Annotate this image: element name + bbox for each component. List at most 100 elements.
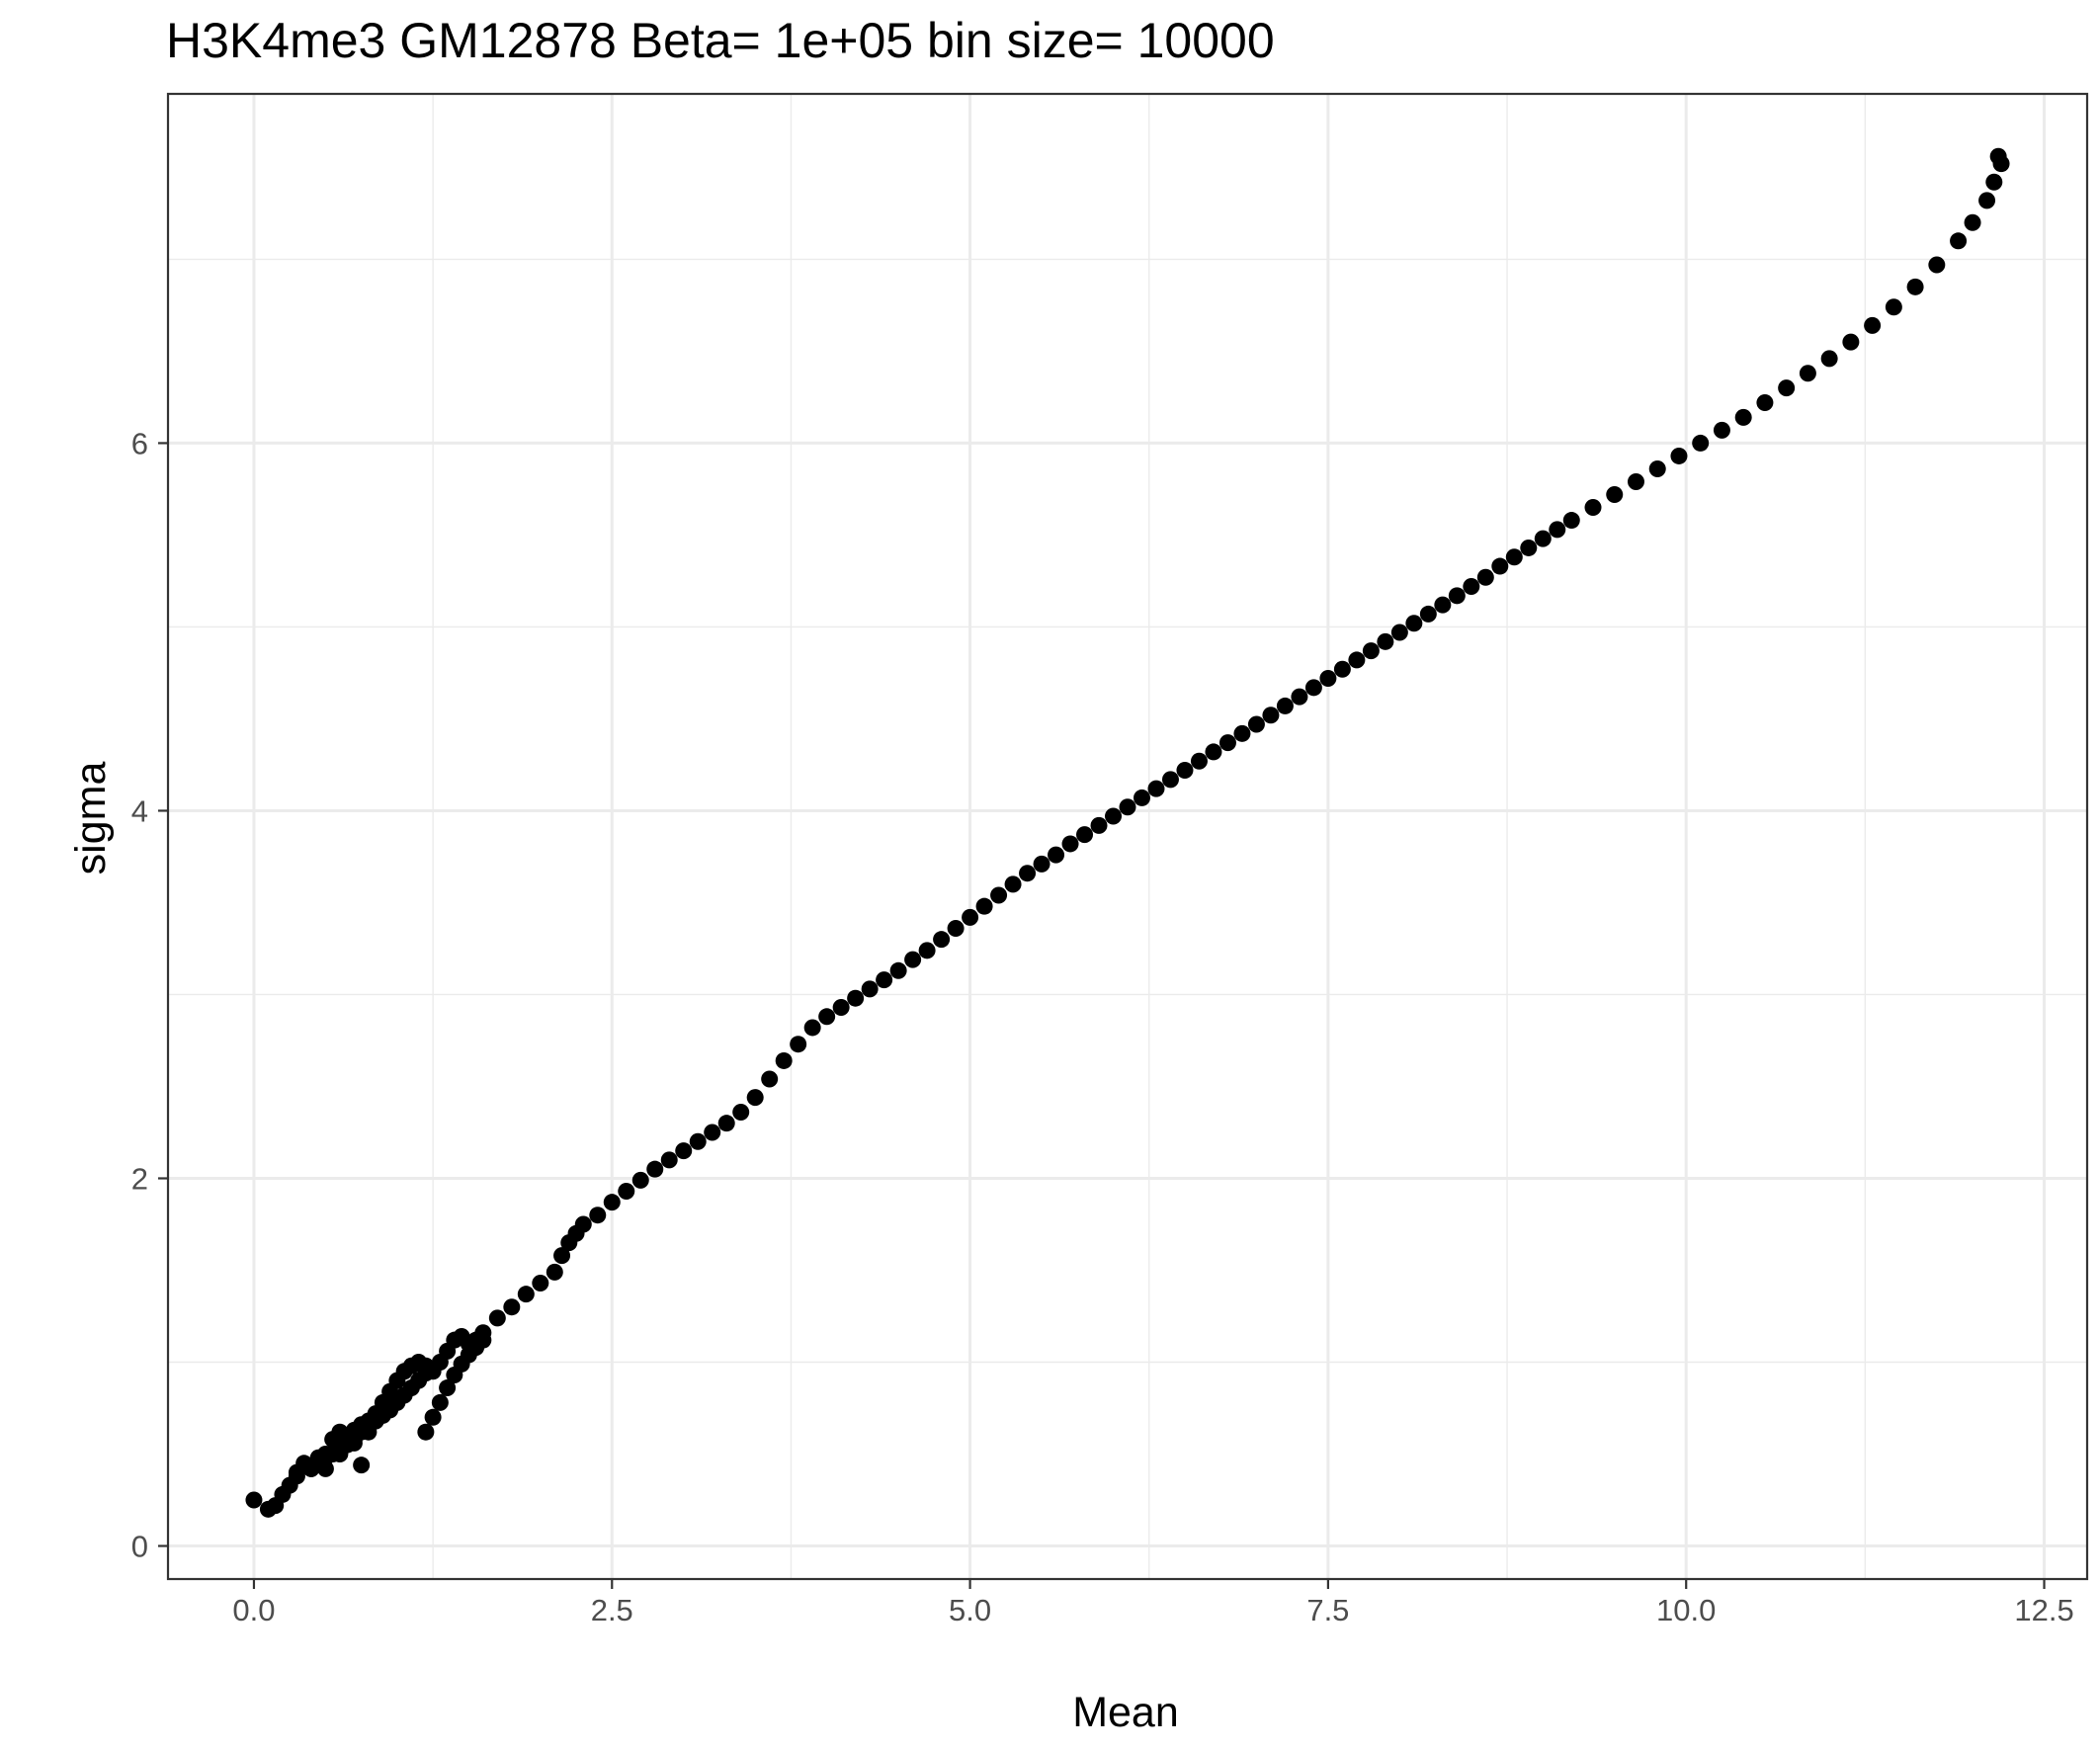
data-point — [631, 1171, 649, 1189]
data-point — [1978, 192, 1996, 209]
data-point — [245, 1491, 263, 1509]
data-point — [1820, 350, 1838, 368]
data-point — [1033, 855, 1050, 873]
data-point — [603, 1194, 621, 1211]
data-point — [876, 971, 893, 989]
data-point — [417, 1423, 435, 1441]
data-point — [1985, 173, 2003, 191]
data-point — [439, 1379, 457, 1397]
data-point — [1105, 807, 1123, 825]
data-point — [1405, 615, 1423, 632]
data-point — [1319, 670, 1337, 688]
data-point — [818, 1008, 836, 1026]
data-point — [345, 1434, 363, 1452]
data-point — [1989, 147, 2007, 165]
x-axis-title: Mean — [1072, 1689, 1179, 1736]
data-point — [1734, 408, 1752, 426]
data-point — [1276, 697, 1294, 714]
data-point — [574, 1215, 592, 1233]
data-point — [1377, 632, 1394, 650]
data-point — [1928, 256, 1946, 274]
data-point — [1333, 660, 1351, 678]
data-point — [288, 1467, 305, 1485]
x-tick-label: 2.5 — [591, 1593, 633, 1627]
data-point — [1562, 512, 1580, 530]
data-point — [532, 1275, 549, 1292]
data-point — [474, 1331, 492, 1349]
data-point — [1756, 394, 1774, 412]
data-point — [1549, 521, 1566, 539]
y-tick-label: 6 — [131, 426, 148, 460]
data-point — [331, 1446, 349, 1463]
data-point — [1799, 365, 1816, 382]
data-point — [646, 1160, 664, 1178]
data-point — [1147, 780, 1165, 797]
data-point — [503, 1298, 521, 1316]
y-axis-title: sigma — [67, 762, 115, 875]
data-point — [717, 1115, 735, 1132]
data-point — [1778, 379, 1796, 397]
data-point — [847, 989, 865, 1007]
data-point — [1061, 835, 1079, 853]
data-point — [1119, 798, 1136, 816]
data-point — [1390, 624, 1408, 641]
data-point — [1476, 568, 1494, 586]
data-point — [1419, 605, 1437, 623]
data-point — [1584, 499, 1602, 517]
data-point — [889, 961, 907, 979]
data-point — [589, 1207, 607, 1224]
data-point — [1670, 447, 1688, 464]
data-point — [1448, 587, 1466, 605]
data-point — [553, 1247, 571, 1265]
data-point — [1491, 557, 1509, 575]
data-point — [790, 1036, 807, 1053]
data-point — [316, 1459, 334, 1477]
y-tick-label: 4 — [131, 793, 148, 828]
data-point — [1964, 213, 1981, 231]
x-tick-label: 5.0 — [949, 1593, 991, 1627]
x-axis: 0.0 2.5 5.0 7.5 10.0 12.5 — [232, 1579, 2074, 1627]
data-point — [353, 1457, 371, 1474]
data-point — [488, 1309, 506, 1327]
data-point — [1842, 333, 1860, 351]
data-point — [975, 897, 993, 915]
data-point — [1885, 298, 1902, 316]
data-point — [962, 908, 979, 926]
data-point — [775, 1051, 793, 1069]
data-point — [689, 1132, 707, 1150]
data-point — [1019, 865, 1037, 882]
data-point — [732, 1104, 750, 1122]
data-point — [1906, 278, 1924, 295]
data-point — [675, 1142, 693, 1160]
data-point — [1218, 734, 1236, 752]
data-point — [1233, 724, 1251, 742]
data-point — [832, 998, 850, 1016]
data-point — [1076, 826, 1094, 844]
x-tick-label: 10.0 — [1656, 1593, 1716, 1627]
data-point — [904, 951, 922, 968]
data-point — [546, 1263, 563, 1281]
data-point — [1713, 421, 1730, 439]
data-point — [1090, 816, 1108, 834]
points-layer — [245, 147, 2010, 1518]
data-point — [417, 1365, 435, 1382]
panel-border — [166, 92, 2089, 1581]
data-point — [374, 1405, 391, 1423]
x-tick-label: 12.5 — [2014, 1593, 2073, 1627]
data-point — [1534, 530, 1552, 547]
data-point — [517, 1286, 535, 1303]
chart-title: H3K4me3 GM12878 Beta= 1e+05 bin size= 10… — [166, 13, 1275, 68]
data-point — [803, 1019, 821, 1037]
data-point — [424, 1408, 442, 1426]
data-point — [990, 886, 1008, 904]
data-point — [660, 1151, 678, 1169]
data-point — [1304, 679, 1322, 697]
data-point — [1133, 789, 1150, 806]
data-point — [1247, 715, 1265, 733]
data-point — [933, 931, 951, 949]
data-point — [861, 980, 879, 998]
data-point — [1434, 596, 1452, 614]
data-point — [1463, 578, 1480, 596]
